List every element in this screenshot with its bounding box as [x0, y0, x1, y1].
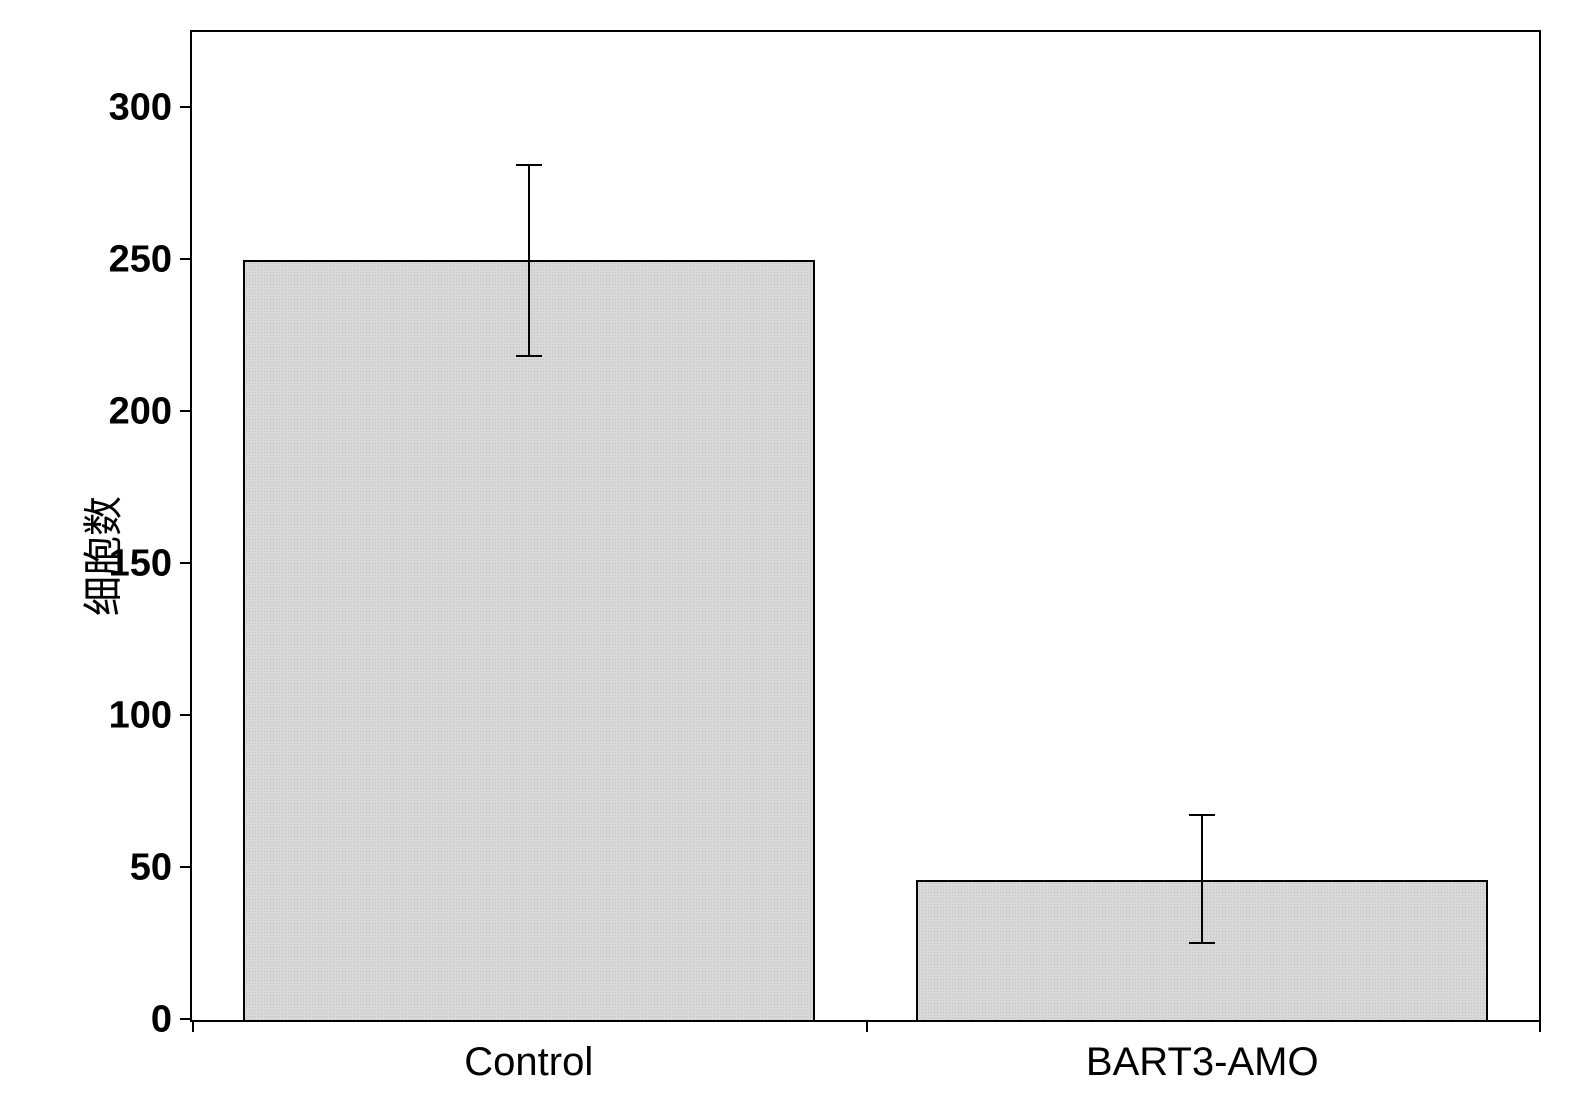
y-tick-label: 50: [130, 847, 172, 890]
bar: [243, 260, 815, 1020]
y-tick: [180, 866, 192, 868]
y-tick: [180, 410, 192, 412]
y-tick-label: 100: [109, 695, 172, 738]
error-bar-line: [1201, 816, 1203, 944]
error-cap-upper: [1189, 814, 1215, 816]
y-tick: [180, 106, 192, 108]
y-tick-label: 150: [109, 543, 172, 586]
y-tick: [180, 562, 192, 564]
y-tick-label: 0: [151, 999, 172, 1042]
y-tick: [180, 714, 192, 716]
y-tick: [180, 258, 192, 260]
y-tick-label: 250: [109, 239, 172, 282]
x-tick: [192, 1020, 194, 1032]
x-tick-label: BART3-AMO: [1086, 1040, 1319, 1085]
error-cap-upper: [516, 164, 542, 166]
x-tick-label: Control: [464, 1040, 593, 1085]
y-tick: [180, 1018, 192, 1020]
x-tick: [1539, 1020, 1541, 1032]
grid-area: 050100150200250300ControlBART3-AMO: [192, 32, 1539, 1020]
y-tick-label: 200: [109, 391, 172, 434]
error-bar-line: [528, 166, 530, 358]
y-tick-label: 300: [109, 87, 172, 130]
error-cap-lower: [1189, 942, 1215, 944]
x-tick: [866, 1020, 868, 1032]
chart-container: 细胞数 050100150200250300ControlBART3-AMO: [0, 0, 1581, 1112]
plot-area: 050100150200250300ControlBART3-AMO: [190, 30, 1541, 1022]
error-cap-lower: [516, 355, 542, 357]
